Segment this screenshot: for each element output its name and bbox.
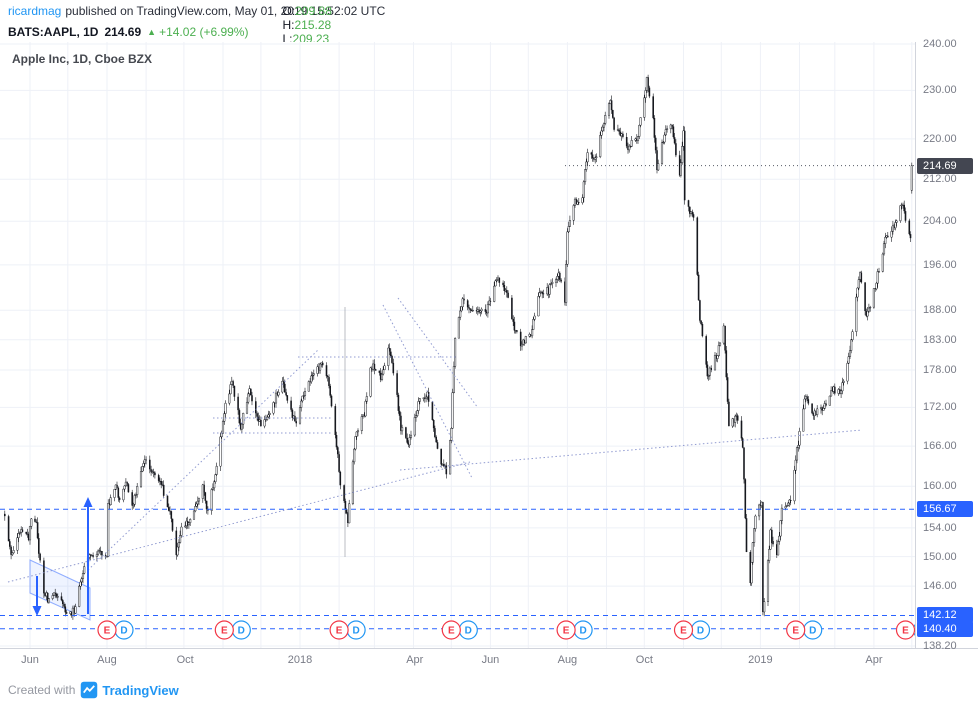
- svg-text:E: E: [336, 626, 343, 637]
- publish-info-text: published on TradingView.com, May 01, 20…: [65, 3, 386, 18]
- trendline-drawing[interactable]: [7, 461, 471, 583]
- low-label: L:: [282, 31, 293, 46]
- time-tick-label: Apr: [406, 654, 424, 666]
- dividend-marker[interactable]: D: [458, 620, 478, 640]
- tradingview-logo-link[interactable]: TradingView: [80, 681, 179, 699]
- time-tick-label: Oct: [635, 654, 653, 666]
- dividend-marker[interactable]: D: [803, 620, 823, 640]
- chart-plot-area[interactable]: DEDEDEDEDEDEDEDE Apple Inc, 1D, Cboe BZX: [0, 42, 915, 648]
- time-tick-label: Jun: [481, 654, 500, 666]
- earnings-marker[interactable]: E: [673, 620, 694, 640]
- svg-text:D: D: [697, 626, 704, 637]
- level-price-badge: 142.12: [917, 607, 973, 624]
- time-tick-label: Oct: [176, 654, 194, 666]
- time-tick-label: Aug: [557, 654, 578, 666]
- price-tick-label: 188.00: [923, 304, 957, 317]
- earnings-marker[interactable]: E: [786, 620, 806, 640]
- down-arrow-head: [32, 606, 42, 616]
- time-tick-label: 2018: [287, 654, 313, 666]
- up-arrow-head: [83, 497, 93, 507]
- dividend-marker[interactable]: D: [114, 620, 134, 640]
- svg-text:D: D: [809, 626, 816, 637]
- high-value: 215.28: [294, 17, 332, 32]
- earnings-marker[interactable]: E: [329, 620, 349, 640]
- earnings-marker[interactable]: E: [97, 620, 117, 640]
- price-tick-label: 160.00: [923, 480, 957, 493]
- svg-text:D: D: [352, 626, 359, 637]
- svg-text:E: E: [680, 626, 687, 637]
- svg-text:E: E: [104, 626, 111, 637]
- grid-lines: [0, 42, 915, 648]
- svg-text:E: E: [448, 626, 455, 637]
- price-tick-label: 196.00: [923, 258, 957, 271]
- publish-header: ricardmag published on TradingView.com, M…: [0, 0, 978, 21]
- price-change: +14.02 (+6.99%): [159, 24, 249, 39]
- svg-text:E: E: [792, 626, 799, 637]
- author-link[interactable]: ricardmag: [8, 3, 62, 18]
- footer: Created with TradingView: [8, 678, 179, 702]
- up-candles: [11, 77, 913, 616]
- price-tick-label: 220.00: [923, 132, 957, 145]
- open-label: O:: [282, 3, 296, 18]
- time-tick-label: Aug: [97, 654, 117, 666]
- last-price: 214.69: [104, 24, 142, 39]
- earnings-marker[interactable]: E: [214, 620, 234, 640]
- price-tick-label: 230.00: [923, 84, 957, 97]
- price-axis[interactable]: 240.00 230.00 220.00 212.00 204.00 196.00 188.…: [915, 38, 978, 652]
- candle-wicks: [4, 74, 913, 620]
- price-tick-label: 150.00: [923, 550, 957, 563]
- created-with-text: Created with: [8, 683, 76, 697]
- level-price-badge: 156.67: [917, 501, 973, 518]
- last-price-badge: 214.69: [917, 157, 973, 174]
- tradingview-icon: [81, 681, 98, 699]
- price-tick-label: 212.00: [923, 173, 957, 186]
- svg-text:D: D: [579, 626, 586, 637]
- price-tick-label: 138.20: [923, 640, 957, 652]
- dividend-marker[interactable]: D: [573, 620, 593, 640]
- high-label: H:: [282, 17, 295, 32]
- svg-text:D: D: [238, 626, 245, 637]
- dividend-marker[interactable]: D: [346, 620, 366, 640]
- tradingview-wordmark: TradingView: [102, 682, 179, 698]
- trendline-drawing[interactable]: [397, 297, 479, 409]
- svg-text:E: E: [563, 626, 570, 637]
- price-tick-label: 204.00: [923, 215, 957, 228]
- trendline-drawing[interactable]: [382, 304, 473, 479]
- price-chart-canvas[interactable]: DEDEDEDEDEDEDEDE: [0, 42, 915, 648]
- level-price-badge: 140.40: [917, 620, 973, 637]
- dividend-marker[interactable]: D: [690, 620, 711, 640]
- earnings-marker[interactable]: E: [556, 620, 576, 640]
- price-tick-label: 146.00: [923, 580, 957, 593]
- svg-text:D: D: [120, 626, 127, 637]
- price-tick-label: 183.00: [923, 333, 957, 346]
- price-tick-label: 172.00: [923, 401, 957, 414]
- open-value: 209.88: [295, 3, 332, 18]
- trendline-drawing[interactable]: [87, 349, 319, 571]
- earnings-marker[interactable]: E: [441, 620, 461, 640]
- channel-drawing[interactable]: [29, 559, 91, 621]
- trendline-drawing[interactable]: [399, 429, 863, 471]
- price-tick-label: 154.00: [923, 521, 957, 534]
- svg-text:D: D: [465, 626, 472, 637]
- price-tick-label: 178.00: [923, 363, 957, 376]
- symbol-info-row: BATS:AAPL, 1D 214.69 ▲ +14.02 (+6.99%) O…: [0, 4, 978, 60]
- chart-symbol-label: Apple Inc, 1D, Cboe BZX: [12, 52, 153, 66]
- dividend-marker[interactable]: D: [231, 620, 251, 640]
- symbol-name: BATS:AAPL, 1D: [8, 24, 99, 39]
- svg-text:E: E: [221, 626, 228, 637]
- down-candles: [4, 77, 912, 616]
- time-tick-label: 2019: [748, 654, 773, 666]
- price-tick-label: 240.00: [923, 38, 957, 50]
- earnings-marker[interactable]: E: [895, 620, 915, 640]
- time-tick-label: Apr: [865, 654, 883, 666]
- up-arrow-icon: ▲: [147, 26, 157, 37]
- time-tick-label: Jun: [21, 654, 39, 666]
- svg-text:E: E: [902, 626, 909, 637]
- time-axis[interactable]: Jun Aug Oct 2018 Apr Jun Aug Oct 2019 Apr: [0, 648, 978, 673]
- price-tick-label: 166.00: [923, 440, 957, 453]
